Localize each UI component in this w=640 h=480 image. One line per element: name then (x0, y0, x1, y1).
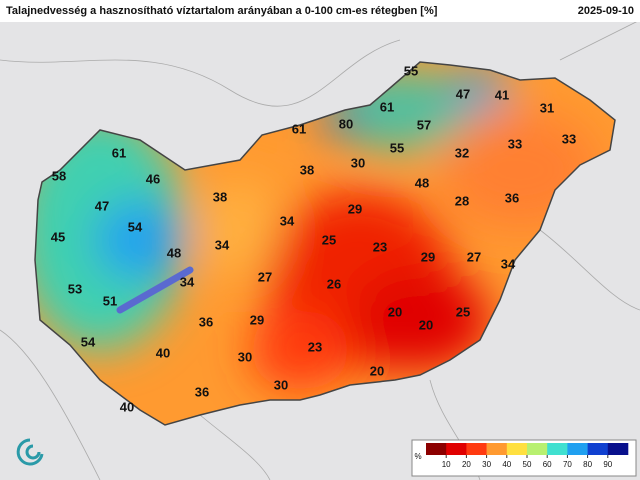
station-value: 36 (199, 314, 213, 329)
country-border (34, 61, 616, 426)
station-value: 28 (455, 193, 469, 208)
legend: % 10 20 30 40 50 60 70 80 90 (414, 443, 629, 469)
station-value: 27 (467, 249, 481, 264)
station-value: 54 (81, 334, 96, 349)
station-value: 32 (455, 145, 469, 160)
station-value: 61 (112, 145, 126, 160)
station-value: 30 (238, 349, 252, 364)
station-value: 29 (421, 249, 435, 264)
station-value: 40 (156, 345, 170, 360)
station-value: 26 (327, 276, 341, 291)
logo (16, 438, 44, 466)
station-value: 40 (120, 399, 134, 414)
station-value: 61 (380, 99, 394, 114)
legend-tick-label: 50 (523, 460, 532, 469)
station-value: 30 (274, 377, 288, 392)
station-value: 51 (103, 293, 117, 308)
legend-swatch (587, 443, 609, 455)
station-value: 25 (322, 232, 336, 247)
legend-tick-label: 70 (563, 460, 572, 469)
legend-tick-label: 60 (543, 460, 552, 469)
station-value: 36 (505, 190, 519, 205)
station-value: 20 (419, 317, 433, 332)
date: 2025-09-10 (578, 5, 634, 17)
station-value: 20 (370, 363, 384, 378)
legend-swatch (466, 443, 487, 455)
station-value: 25 (456, 304, 470, 319)
station-value: 27 (258, 269, 272, 284)
lake (116, 266, 194, 314)
station-value: 55 (404, 63, 418, 78)
legend-swatch (547, 443, 568, 455)
station-value: 38 (300, 162, 314, 177)
station-value: 54 (128, 219, 143, 234)
legend-tick-label: 30 (482, 460, 491, 469)
legend-swatch (486, 443, 508, 455)
station-value: 45 (51, 229, 65, 244)
legend-swatch (607, 443, 629, 455)
legend-tick-label: 80 (583, 460, 592, 469)
station-value: 48 (167, 245, 181, 260)
legend-swatch (527, 443, 548, 455)
station-value: 80 (339, 116, 353, 131)
legend-swatch (446, 443, 467, 455)
legend-swatch (567, 443, 588, 455)
station-value: 48 (415, 175, 429, 190)
station-value: 34 (215, 237, 230, 252)
station-value: 30 (351, 155, 365, 170)
station-value: 34 (180, 274, 195, 289)
station-value: 29 (348, 201, 362, 216)
station-value: 46 (146, 171, 160, 186)
station-value: 36 (195, 384, 209, 399)
station-value: 29 (250, 312, 264, 327)
station-value: 47 (95, 198, 109, 213)
station-value: 23 (308, 339, 322, 354)
legend-tick-label: 20 (462, 460, 471, 469)
station-value: 34 (501, 256, 516, 271)
legend-tick-label: 10 (442, 460, 451, 469)
legend-tick-label: 90 (603, 460, 612, 469)
station-value: 38 (213, 189, 227, 204)
stations: 55 47 41 31 61 80 61 57 33 33 61 38 30 55 32 58 46 48 47 38… (51, 63, 576, 414)
legend-tick-label: 40 (502, 460, 511, 469)
station-value: 20 (388, 304, 402, 319)
station-value: 31 (540, 100, 554, 115)
legend-swatch (506, 443, 528, 455)
station-value: 53 (68, 281, 82, 296)
title: Talajnedvesség a hasznosítható víztartal… (6, 5, 438, 17)
borders (0, 19, 640, 480)
station-value: 55 (390, 140, 404, 155)
legend-unit: % (414, 452, 421, 461)
station-value: 33 (508, 136, 522, 151)
station-value: 34 (280, 213, 295, 228)
station-value: 47 (456, 86, 470, 101)
station-value: 33 (562, 131, 576, 146)
header-bar (0, 0, 640, 22)
station-value: 61 (292, 121, 306, 136)
station-value: 41 (495, 87, 509, 102)
station-value: 57 (417, 117, 431, 132)
station-value: 23 (373, 239, 387, 254)
legend-swatch (426, 443, 447, 455)
station-value: 58 (52, 168, 66, 183)
